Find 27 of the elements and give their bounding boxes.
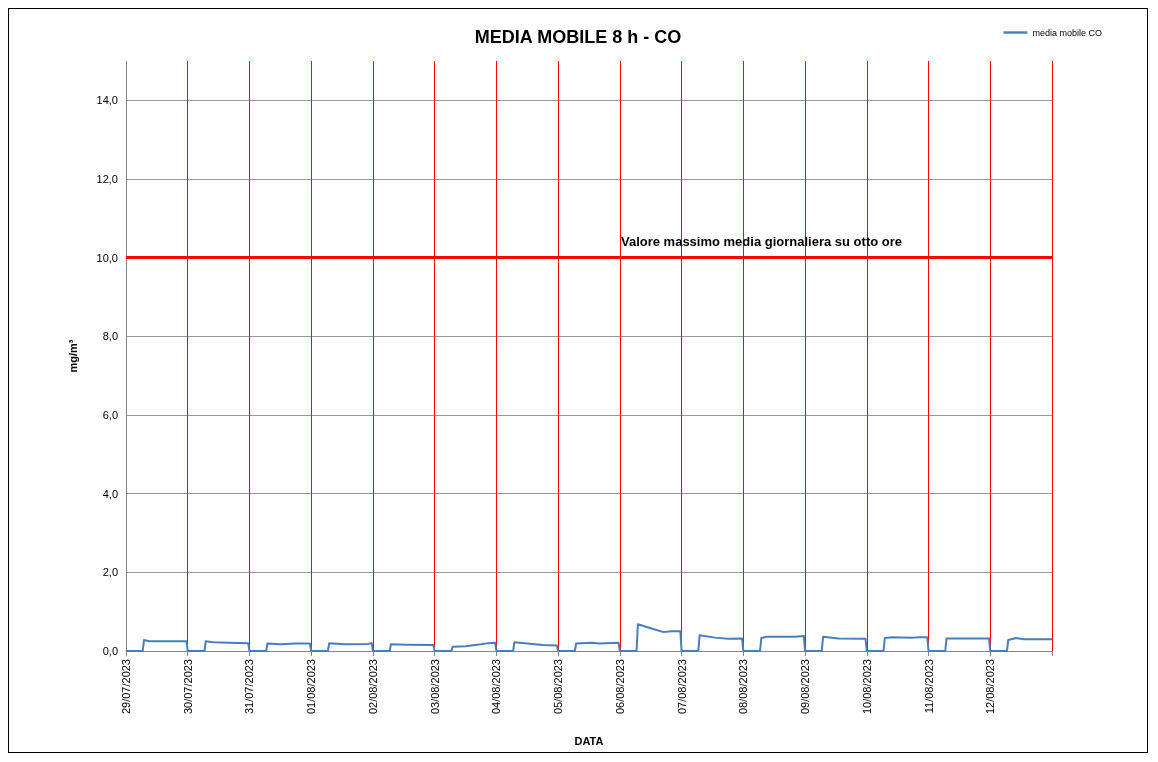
y-tick-label: 0,0 xyxy=(102,645,118,657)
chart-title: MEDIA MOBILE 8 h - CO xyxy=(474,27,682,47)
x-tick-label: 02/08/2023 xyxy=(366,659,379,715)
x-tick-label: 03/08/2023 xyxy=(428,659,441,715)
x-tick-label: 12/08/2023 xyxy=(984,659,997,715)
y-tick-label: 14,0 xyxy=(96,94,118,107)
x-tick-label: 01/08/2023 xyxy=(305,659,318,715)
x-tick-label: 29/07/2023 xyxy=(120,659,132,715)
x-tick-label: 08/08/2023 xyxy=(737,659,750,715)
y-tick-label: 2,0 xyxy=(102,566,118,579)
x-tick-label: 05/08/2023 xyxy=(552,659,565,715)
x-tick-label: 30/07/2023 xyxy=(181,659,194,715)
legend-label: media mobile CO xyxy=(1032,27,1103,38)
y-tick-label: 10,0 xyxy=(96,251,118,264)
y-axis-title: mg/m³ xyxy=(66,339,79,373)
x-tick-label: 07/08/2023 xyxy=(675,659,688,715)
x-tick-label: 06/08/2023 xyxy=(613,659,626,715)
y-tick-label: 12,0 xyxy=(96,173,118,185)
x-tick-label: 09/08/2023 xyxy=(799,659,812,715)
x-tick-label: 11/08/2023 xyxy=(922,659,935,714)
x-tick-label: 31/07/2023 xyxy=(243,659,256,715)
x-tick-label: 04/08/2023 xyxy=(490,659,503,715)
y-tick-label: 8,0 xyxy=(102,330,118,343)
x-tick-label: 10/08/2023 xyxy=(860,659,873,715)
x-axis-title: DATA xyxy=(574,734,604,747)
y-tick-label: 4,0 xyxy=(102,487,118,500)
y-tick-label: 6,0 xyxy=(102,409,118,421)
